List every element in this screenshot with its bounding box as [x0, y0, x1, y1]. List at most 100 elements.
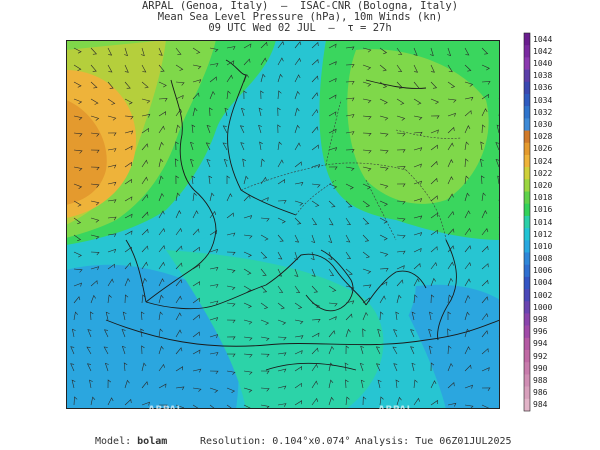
- wind-barb: [124, 277, 131, 287]
- wind-barb: [277, 90, 282, 100]
- wind-barb: [328, 43, 337, 49]
- wind-barb: [294, 200, 304, 206]
- wind-barb: [294, 217, 302, 225]
- wind-barb: [447, 381, 455, 389]
- wind-barb: [243, 302, 252, 309]
- wind-barb: [124, 64, 129, 73]
- wind-barb: [481, 175, 485, 185]
- wind-barb: [226, 336, 236, 340]
- wind-barb: [123, 362, 128, 372]
- wind-barb: [310, 251, 315, 261]
- wind-barb: [328, 61, 337, 66]
- wind-barb: [464, 110, 472, 117]
- wind-barb: [277, 179, 286, 185]
- wind-barb: [311, 58, 319, 66]
- wind-barb: [243, 353, 253, 358]
- wind-barb: [481, 210, 488, 219]
- wind-barb: [379, 268, 389, 272]
- wind-barb: [107, 294, 112, 304]
- wind-barb: [73, 296, 81, 304]
- wind-barb: [447, 345, 452, 355]
- wind-barb: [260, 176, 267, 185]
- wind-barb: [141, 228, 149, 236]
- wind-barb: [294, 142, 301, 151]
- wind-barb: [175, 47, 182, 55]
- wind-barb: [141, 381, 149, 389]
- wind-barb: [73, 183, 83, 189]
- wind-barb: [226, 387, 236, 394]
- wind-barb: [158, 125, 165, 134]
- wind-barb: [124, 115, 134, 120]
- wind-barb: [328, 111, 337, 117]
- colorbar-label: 1024: [533, 156, 553, 166]
- resolution-info: Resolution: 0.104°x0.074°: [200, 436, 351, 447]
- wind-barb: [464, 346, 471, 355]
- wind-barb: [141, 176, 148, 185]
- wind-barb: [124, 213, 133, 219]
- wind-barb: [396, 47, 403, 55]
- wind-barb: [73, 115, 83, 121]
- wind-barb: [430, 81, 438, 89]
- wind-barb: [345, 166, 355, 172]
- wind-barb: [393, 329, 398, 338]
- wind-barb: [277, 319, 287, 325]
- wind-barb: [396, 279, 404, 287]
- wind-barb: [243, 251, 252, 258]
- wind-barb: [260, 268, 267, 276]
- wind-barb: [344, 362, 349, 372]
- wind-barb: [192, 107, 198, 117]
- colorbar-swatch: [524, 203, 530, 217]
- wind-barb: [413, 397, 420, 406]
- wind-barb: [141, 113, 151, 118]
- wind-barb: [192, 210, 199, 219]
- wind-barb: [447, 245, 455, 253]
- wind-barb: [209, 63, 219, 67]
- wind-barb: [362, 149, 372, 154]
- wind-barb: [260, 158, 265, 168]
- wind-barb: [362, 115, 372, 120]
- wind-barb: [90, 234, 100, 240]
- wind-barb: [345, 183, 354, 190]
- wind-barb: [311, 347, 319, 355]
- wind-barb: [104, 362, 109, 372]
- wind-barb: [359, 363, 364, 372]
- wind-barb: [124, 196, 133, 202]
- wind-barb: [396, 294, 402, 304]
- wind-barb: [73, 234, 82, 241]
- wind-barb: [209, 210, 217, 219]
- wind-barb: [141, 261, 148, 270]
- wind-barb: [362, 234, 370, 242]
- wind-barb: [277, 200, 287, 204]
- wind-barb: [396, 265, 405, 270]
- wind-barb: [311, 268, 316, 277]
- wind-barb: [294, 90, 300, 100]
- wind-barb: [447, 176, 454, 185]
- wind-barb: [428, 328, 432, 338]
- wind-barb: [447, 81, 456, 88]
- wind-barb: [90, 280, 98, 287]
- wind-barb: [396, 98, 405, 105]
- colorbar-swatch: [524, 362, 530, 375]
- field-1024-west: [66, 100, 107, 205]
- wind-barb: [447, 261, 454, 270]
- wind-barb: [396, 132, 406, 137]
- wind-barb: [175, 312, 182, 321]
- wind-barb: [158, 175, 164, 185]
- colorbar-swatch: [524, 167, 530, 180]
- wind-barb: [158, 261, 165, 270]
- wind-barb: [90, 183, 100, 188]
- wind-barb: [345, 46, 355, 51]
- wind-barb: [90, 217, 100, 223]
- model-label: Model:: [95, 436, 132, 447]
- wind-barb: [107, 233, 117, 238]
- wind-barb: [430, 195, 438, 202]
- wind-barb: [73, 166, 83, 172]
- colorbar-label: 1040: [533, 58, 553, 68]
- wind-barb: [362, 132, 372, 137]
- wind-barb: [209, 284, 219, 288]
- wind-barb: [107, 115, 117, 121]
- wind-barb: [158, 345, 164, 355]
- wind-barb: [328, 396, 334, 406]
- wind-barb: [73, 64, 82, 71]
- wind-barb: [73, 282, 82, 287]
